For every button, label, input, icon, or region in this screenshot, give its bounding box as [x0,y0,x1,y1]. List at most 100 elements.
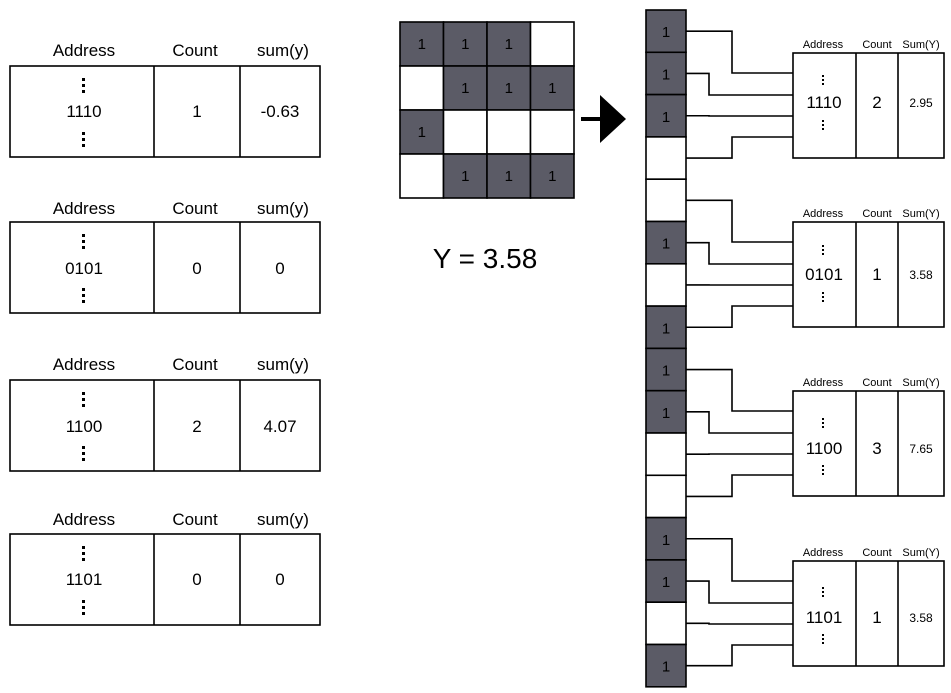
input-grid: 1 1 1 1 1 1 1 1 1 1 [399,21,575,199]
right-table-sum: 3.58 [909,611,933,625]
right-table-header-address: Address [803,208,844,220]
right-table-header-address: Address [803,547,844,559]
bit-cell [645,305,687,350]
left-table-header-address: Address [53,510,115,529]
connector-line [686,644,793,667]
right-table-4: Address Count Sum(Y) 1101 1 3.58 [792,547,945,667]
right-table-count: 1 [872,265,881,284]
right-table-header-count: Count [862,377,891,389]
right-table-header-count: Count [862,547,891,559]
right-table-sum: 7.65 [909,442,933,456]
ellipsis-bottom [822,634,824,644]
connector-line [686,136,793,159]
bit-cell [645,559,687,604]
left-table-header-sum: sum(y) [257,355,309,374]
bit-cell [645,51,687,96]
connector-line [686,622,793,625]
bit-cell-value: 1 [662,66,670,83]
left-table-header-address: Address [53,355,115,374]
left-table-count: 0 [192,259,201,278]
ellipsis-top [82,234,85,249]
grid-cell [529,21,575,67]
ellipsis-bottom [822,120,824,130]
bit-cell-value: 1 [662,532,670,549]
ellipsis-top [822,245,824,255]
left-table-header-sum: sum(y) [257,41,309,60]
grid-cell-value: 1 [505,168,513,185]
grid-cell-value: 1 [548,80,556,97]
bit-cell-value: 1 [662,659,670,676]
left-table-header-count: Count [172,41,218,60]
grid-cell-value: 1 [548,168,556,185]
ellipsis-bottom [82,600,85,615]
connector-line [686,368,793,412]
ellipsis-top [82,546,85,561]
bit-cell [645,262,687,307]
grid-cell-value: 1 [505,80,513,97]
left-table-header-count: Count [172,355,218,374]
grid-cell-value: 1 [505,36,513,53]
ellipsis-bottom [82,132,85,147]
connector-line [686,30,793,74]
bit-cell [645,178,687,223]
ellipsis-bottom [822,465,824,475]
right-table-header-sum: Sum(Y) [902,547,939,559]
right-table-address: 0101 [805,265,843,284]
left-table-address: 1110 [66,102,101,121]
right-table-header-sum: Sum(Y) [902,39,939,51]
connector-line [686,241,793,265]
ellipsis-top [822,587,824,597]
right-arrow-icon [581,95,626,143]
grid-cell-value: 1 [461,80,469,97]
left-table-3: Address Count sum(y) 1100 2 4.07 [9,355,321,472]
left-table-count: 2 [192,417,201,436]
connector-line [686,305,793,329]
grid-cell [529,153,575,199]
left-table-address: 1101 [66,570,103,589]
bit-cell [645,93,687,138]
left-table-address: 1100 [66,417,103,436]
right-table-count: 3 [872,439,881,458]
left-table-count: 0 [192,570,201,589]
connector-lines [686,30,793,667]
right-table-count: 1 [872,608,881,627]
right-table-address: 1110 [806,93,841,112]
left-table-header-sum: sum(y) [257,199,309,218]
ellipsis-bottom [82,446,85,461]
bit-column: 1 1 1 1 1 1 1 1 1 1 [645,9,687,688]
right-table-header-count: Count [862,208,891,220]
y-value-label: Y = 3.58 [433,243,538,274]
left-table-header-address: Address [53,199,115,218]
bit-cell [645,474,687,519]
grid-cell-value: 1 [461,36,469,53]
right-table-count: 2 [872,93,881,112]
left-table-sum: 4.07 [263,417,296,436]
grid-cell [529,109,575,155]
right-table-2: Address Count Sum(Y) 0101 1 3.58 [792,208,945,328]
right-table-1: Address Count Sum(Y) 1110 2 2.95 [792,39,945,159]
ellipsis-top [822,75,824,85]
ellipsis-top [82,392,85,407]
left-table-header-sum: sum(y) [257,510,309,529]
right-table-header-count: Count [862,39,891,51]
grid-cell [399,153,445,199]
bit-cell-value: 1 [662,320,670,337]
grid-cell-value: 1 [418,36,426,53]
left-table-address: 0101 [65,259,103,278]
bit-cell [645,432,687,477]
bit-cell-value: 1 [662,109,670,126]
right-table-address: 1101 [806,608,843,627]
grid-cell [486,153,532,199]
bit-cell [645,516,687,561]
connector-line [686,199,793,243]
ellipsis-bottom [82,288,85,303]
grid-cell [442,109,488,155]
right-table-address: 1100 [806,439,843,458]
grid-cell [442,153,488,199]
left-table-header-count: Count [172,510,218,529]
bit-cell-value: 1 [662,574,670,591]
right-table-sum: 2.95 [909,96,933,110]
right-table-header-sum: Sum(Y) [902,208,939,220]
grid-cell [399,21,445,67]
